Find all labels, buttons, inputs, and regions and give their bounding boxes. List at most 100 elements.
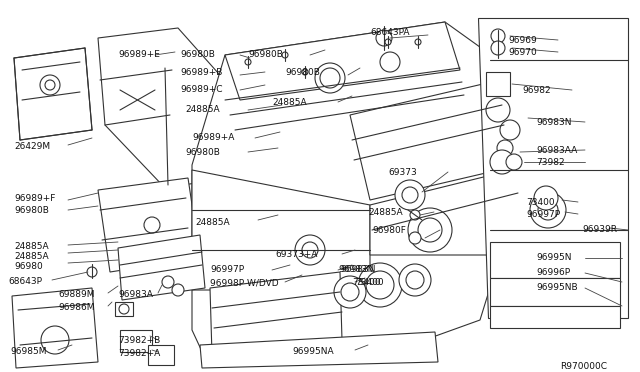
Text: 24885A: 24885A [272,98,307,107]
Circle shape [295,235,325,265]
Circle shape [380,52,400,72]
Circle shape [534,186,558,210]
Polygon shape [12,288,98,368]
Text: 96995N: 96995N [536,253,572,262]
Polygon shape [98,28,245,188]
Text: 73982+B: 73982+B [118,336,160,345]
Text: 73400: 73400 [352,278,381,287]
Circle shape [41,326,69,354]
Text: 96998P W/DVD: 96998P W/DVD [210,278,278,287]
Text: 96983N: 96983N [338,265,374,274]
Text: 96969: 96969 [508,36,537,45]
Circle shape [358,263,402,307]
Text: 96983AA: 96983AA [536,146,577,155]
Text: 69889M: 69889M [58,290,95,299]
Text: 96995NB: 96995NB [536,283,578,292]
Text: 96980B: 96980B [285,68,320,77]
Circle shape [408,208,452,252]
Circle shape [409,232,421,244]
Text: 96989+F: 96989+F [14,194,56,203]
Text: 73400: 73400 [526,198,555,207]
Circle shape [45,80,55,90]
Text: 69373+A: 69373+A [275,250,317,259]
Polygon shape [192,170,370,290]
Polygon shape [370,168,520,255]
Text: 69373: 69373 [388,168,417,177]
Text: 96996P: 96996P [536,268,570,277]
Bar [115,302,133,316]
Circle shape [87,267,97,277]
Circle shape [366,271,394,299]
Circle shape [402,187,418,203]
Text: 73400: 73400 [355,278,383,287]
Circle shape [320,68,340,88]
Circle shape [172,284,184,296]
Text: 24885A: 24885A [14,242,49,251]
Text: 96980B: 96980B [180,50,215,59]
Text: 96986M: 96986M [58,303,95,312]
Text: 96982: 96982 [522,86,550,95]
Text: 24885A: 24885A [185,105,220,114]
Text: 26429M: 26429M [14,142,50,151]
Text: R970000C: R970000C [560,362,607,371]
Circle shape [376,30,392,46]
Circle shape [302,69,308,75]
Text: 96997P: 96997P [526,210,560,219]
Circle shape [334,276,366,308]
Text: 96983N: 96983N [536,118,572,127]
Text: 68643P: 68643P [8,277,42,286]
Circle shape [491,29,505,43]
Circle shape [385,39,391,45]
Text: 73982+A: 73982+A [118,349,160,358]
Bar [148,345,174,365]
Bar [490,278,620,306]
Circle shape [506,154,522,170]
Polygon shape [350,80,520,200]
Text: 96989+A: 96989+A [192,133,234,142]
Circle shape [415,39,421,45]
Polygon shape [192,22,528,358]
Bar [486,72,510,96]
Text: 96980: 96980 [14,262,43,271]
Circle shape [341,283,359,301]
Text: 96970: 96970 [508,48,537,57]
Text: 96995NA: 96995NA [292,347,333,356]
Text: 96980B: 96980B [185,148,220,157]
Text: 96989+E: 96989+E [118,50,160,59]
Polygon shape [200,332,438,368]
Circle shape [538,200,558,220]
Text: 96939R: 96939R [582,225,617,234]
Text: 73982: 73982 [536,158,564,167]
Circle shape [315,63,345,93]
Circle shape [406,271,424,289]
Text: 24885A: 24885A [195,218,230,227]
Bar [490,242,620,278]
Text: 96980F: 96980F [372,226,406,235]
Bar [490,306,620,328]
Text: 96989+C: 96989+C [180,85,223,94]
Polygon shape [98,178,200,272]
Text: 96983N: 96983N [340,265,376,274]
Circle shape [410,210,420,220]
Circle shape [282,52,288,58]
Circle shape [40,75,60,95]
Circle shape [491,41,505,55]
Text: 96997P: 96997P [210,265,244,274]
Circle shape [144,217,160,233]
Text: 96989+B: 96989+B [180,68,222,77]
Text: 96985M: 96985M [10,347,47,356]
Polygon shape [210,272,342,355]
Text: 24885A: 24885A [14,252,49,261]
Text: 96983A: 96983A [118,290,153,299]
Circle shape [162,276,174,288]
Circle shape [395,180,425,210]
Polygon shape [14,48,92,140]
Circle shape [245,59,251,65]
Circle shape [500,120,520,140]
Text: 68643PA: 68643PA [370,28,410,37]
Circle shape [490,150,514,174]
Circle shape [486,98,510,122]
Circle shape [119,304,129,314]
Text: 96980B: 96980B [248,50,283,59]
Polygon shape [225,22,460,100]
